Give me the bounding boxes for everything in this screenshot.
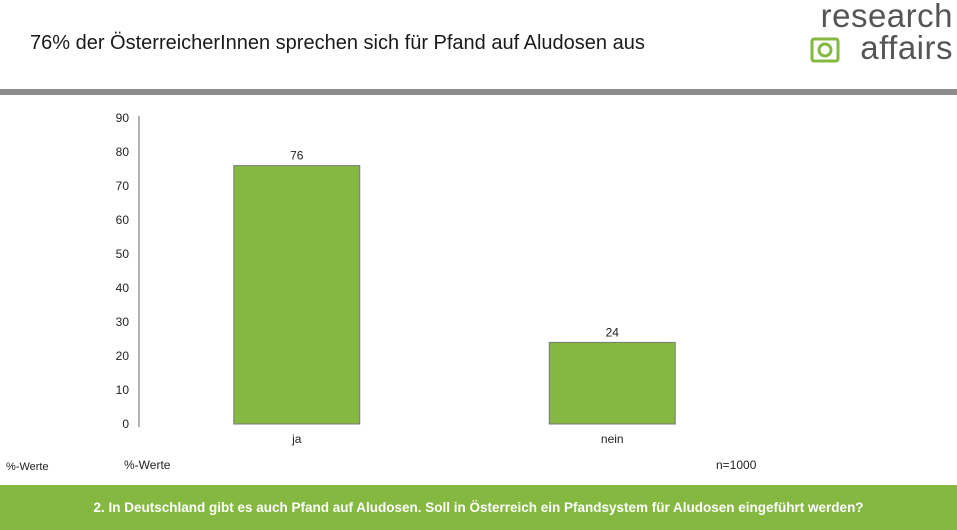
y-tick-label: 90 [116,111,130,125]
y-tick-label: 10 [116,383,130,397]
unit-label: %-Werte [124,458,171,472]
sample-size: n=1000 [716,458,757,472]
bar-ja [233,165,361,425]
data-label: 76 [290,149,304,163]
question-text: 2. In Deutschland gibt es auch Pfand auf… [93,500,864,515]
logo-text-bottom: affairs [860,29,953,66]
bar-nein [548,341,676,425]
y-tick-label: 80 [116,145,130,159]
y-tick-label: 20 [116,349,130,363]
data-label: 24 [606,325,620,339]
company-logo: research affairs [803,0,953,70]
logo-mark-icon [810,37,840,63]
x-tick-label: ja [291,432,302,446]
y-tick-label: 60 [116,213,130,227]
question-banner: 2. In Deutschland gibt es auch Pfand auf… [0,485,957,530]
unit-label-left: %-Werte [6,461,49,473]
logo-text-top: research [820,0,953,34]
x-tick-label: nein [601,432,624,446]
bar-chart: 0 10 20 30 40 50 60 70 80 90 76 ja 24 nein [116,111,676,446]
y-tick-label: 0 [122,417,129,431]
header-divider [0,89,957,95]
y-axis-ticks: 0 10 20 30 40 50 60 70 80 90 [116,111,130,431]
page-title: 76% der ÖsterreicherInnen sprechen sich … [30,32,645,54]
bars: 76 ja 24 nein [233,149,676,446]
y-tick-label: 40 [116,281,130,295]
y-tick-label: 30 [116,315,130,329]
y-tick-label: 70 [116,179,130,193]
y-tick-label: 50 [116,247,130,261]
